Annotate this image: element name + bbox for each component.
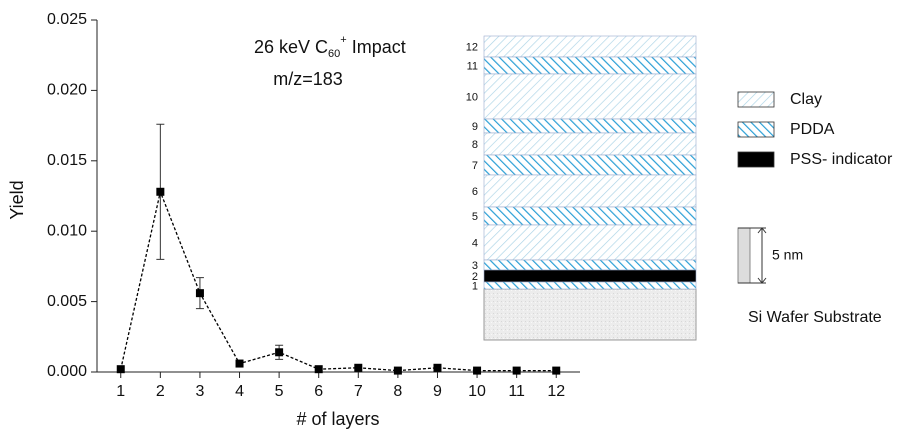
layer-number: 4 [472, 237, 478, 249]
y-tick-label: 0.015 [47, 152, 87, 169]
legend-label: PDDA [790, 121, 835, 138]
x-tick-label: 9 [433, 383, 442, 400]
x-tick-label: 2 [156, 383, 165, 400]
layer-diagram: 5 nm Si Wafer Substrate [483, 227, 882, 341]
scale-label: 5 nm [772, 247, 803, 263]
layer-number: 3 [472, 260, 478, 272]
x-tick-label: 5 [275, 383, 284, 400]
layer-number: 11 [467, 60, 478, 72]
annotation: m/z=183 [273, 69, 343, 89]
legend-label: PSS- indicator [790, 151, 893, 168]
layer [483, 56, 697, 75]
x-tick-label: 6 [314, 383, 323, 400]
x-tick-label: 11 [508, 383, 525, 400]
layer-number: 12 [466, 41, 478, 53]
title-subscript: 60 [328, 48, 340, 60]
scale-bar [737, 227, 751, 284]
chart-title: 26 keV C60+ Impact [254, 34, 406, 60]
data-point [512, 366, 521, 375]
x-tick-label: 4 [235, 383, 244, 400]
layer-number: 5 [472, 211, 478, 223]
data-point [275, 348, 284, 357]
y-tick-label: 0.020 [47, 82, 87, 99]
layer [483, 118, 697, 134]
layer [483, 224, 697, 261]
x-tick-label: 8 [393, 383, 402, 400]
data-point [235, 359, 244, 368]
layer-number: 7 [472, 160, 478, 172]
title-part: Impact [347, 37, 406, 57]
data-point [393, 366, 402, 375]
x-axis-label: # of layers [296, 409, 379, 429]
data-point [195, 289, 204, 298]
y-tick-label: 0.005 [47, 293, 87, 310]
data-point [552, 366, 561, 375]
layer-number: 2 [472, 271, 478, 283]
layer [483, 259, 697, 271]
layer [483, 132, 697, 156]
data-point [354, 363, 363, 372]
y-tick-label: 0.010 [47, 222, 87, 239]
data-point [116, 365, 125, 374]
legend-swatch [737, 151, 775, 168]
y-axis-label: Yield [7, 180, 27, 219]
layer [483, 73, 697, 120]
legend-swatch [737, 121, 775, 138]
legend-label: Clay [790, 91, 822, 108]
layer-number: 1 [472, 280, 478, 292]
x-tick-label: 7 [354, 383, 363, 400]
layer [483, 206, 697, 226]
layer-number: 9 [472, 121, 478, 133]
layer-number: 6 [472, 186, 478, 198]
x-tick-label: 12 [547, 383, 565, 400]
data-point [473, 366, 482, 375]
layer [483, 269, 697, 283]
x-tick-label: 3 [195, 383, 204, 400]
data-point [156, 187, 165, 196]
layer [483, 174, 697, 208]
data-point [314, 365, 323, 374]
layer [483, 281, 697, 290]
layer [483, 154, 697, 176]
title-superscript: + [340, 34, 346, 46]
layer-number: 10 [466, 91, 478, 103]
x-tick-label: 1 [116, 383, 125, 400]
substrate [483, 288, 697, 341]
title-part: 26 keV C [254, 37, 328, 57]
y-tick-label: 0.025 [47, 11, 87, 28]
data-point [433, 363, 442, 372]
x-tick-label: 10 [468, 383, 486, 400]
layer-number: 8 [472, 139, 478, 151]
legend-swatch [737, 91, 775, 108]
y-tick-label: 0.000 [47, 363, 87, 380]
substrate-label: Si Wafer Substrate [748, 309, 882, 326]
layer [483, 35, 697, 58]
data-line [120, 189, 557, 372]
